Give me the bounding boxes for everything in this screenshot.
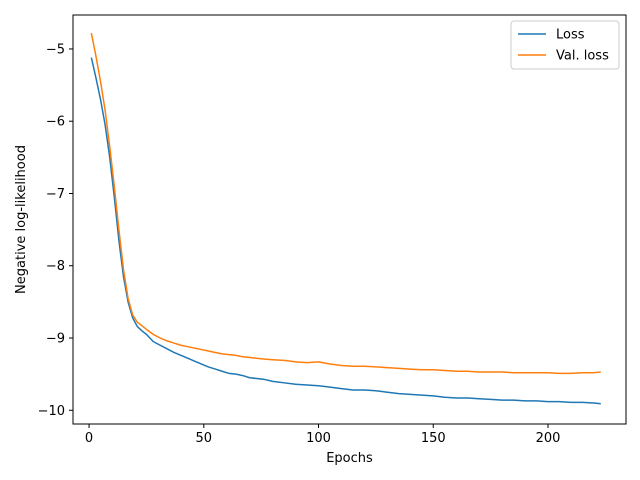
y-tick-label: −8 bbox=[46, 259, 65, 274]
legend-box bbox=[510, 20, 620, 70]
x-axis: 0 50 100 150 200 bbox=[85, 424, 560, 446]
y-tick-label: −7 bbox=[46, 187, 65, 202]
legend-label-val-loss: Val. loss bbox=[556, 49, 609, 64]
x-axis-label: Epochs bbox=[326, 451, 373, 466]
plot-area bbox=[90, 32, 601, 405]
y-tick-label: −5 bbox=[46, 42, 65, 57]
y-axis: −10 −9 −8 −7 −6 −5 bbox=[38, 42, 73, 419]
x-tick-label: 50 bbox=[196, 431, 213, 446]
y-tick-label: −6 bbox=[46, 115, 65, 130]
series-line-loss bbox=[90, 57, 601, 405]
x-tick-label: 100 bbox=[306, 431, 331, 446]
y-axis-label: Negative log-likelihood bbox=[14, 145, 29, 294]
legend-label-loss: Loss bbox=[556, 28, 585, 43]
series-line-val-loss bbox=[90, 32, 601, 375]
x-tick-label: 150 bbox=[421, 431, 446, 446]
x-tick-label: 0 bbox=[85, 431, 93, 446]
x-tick-label: 200 bbox=[536, 431, 561, 446]
axes-frame bbox=[72, 14, 627, 425]
y-tick-label: −10 bbox=[38, 404, 65, 419]
legend: Loss Val. loss bbox=[510, 20, 620, 70]
y-tick-label: −9 bbox=[46, 332, 65, 347]
